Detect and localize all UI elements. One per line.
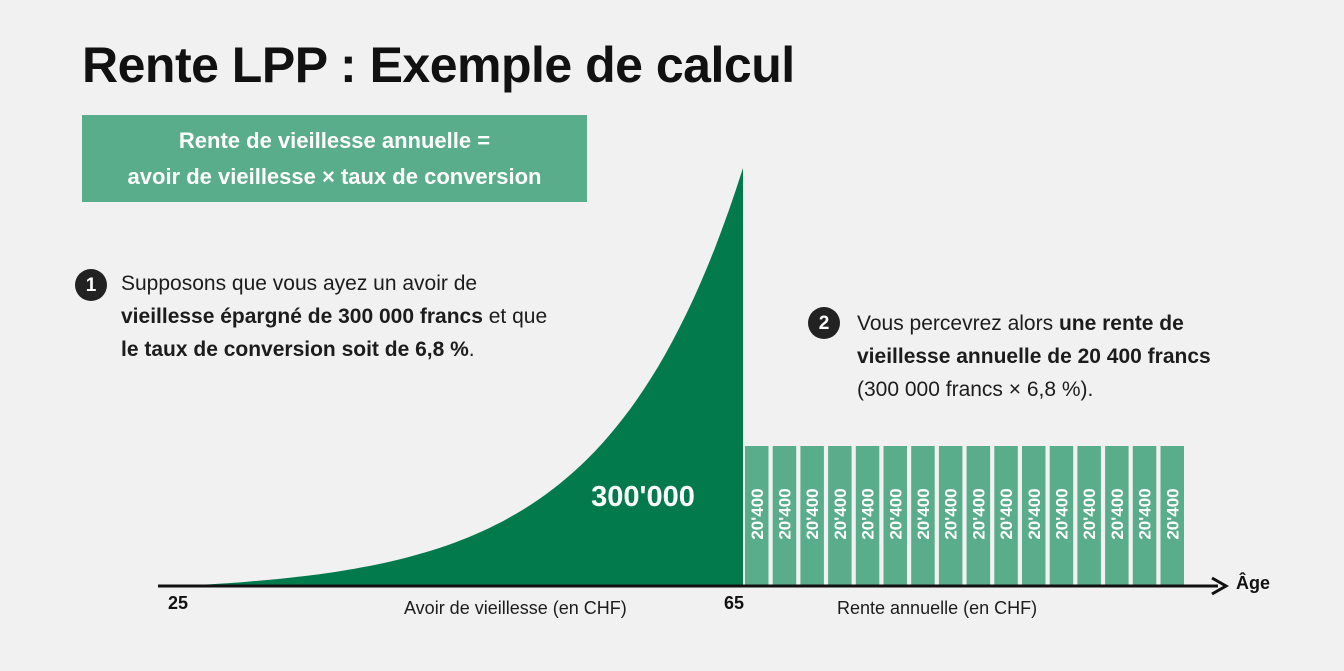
step-2-text-2: (300 000 francs × 6,8 %). [857, 378, 1094, 401]
rent-bar [855, 446, 880, 586]
savings-total-label: 300'000 [591, 481, 695, 513]
rent-bar [911, 446, 935, 586]
rent-bar-label: 20'400 [997, 488, 1016, 539]
rent-bar-label: 20'400 [776, 488, 795, 539]
rent-bar [1105, 446, 1129, 586]
page-title: Rente LPP : Exemple de calcul [82, 37, 795, 93]
rent-bar [745, 446, 769, 586]
rent-bar-label: 20'400 [831, 488, 850, 539]
step-1: 1 Supposons que vous ayez un avoir de vi… [75, 267, 611, 366]
step-2-text-1: Vous percevrez alors [857, 312, 1059, 335]
age-start-label: 25 [168, 593, 189, 613]
rent-bar-label: 20'400 [886, 488, 905, 539]
rent-bar [800, 446, 824, 586]
rent-bar-label: 20'400 [803, 488, 822, 539]
formula-box: Rente de vieillesse annuelle = avoir de … [82, 115, 587, 202]
rent-bar [966, 446, 991, 586]
step-1-text-2: et que [482, 305, 548, 328]
rent-bar-label: 20'400 [859, 488, 878, 539]
formula-line-2: avoir de vieillesse × taux de conversion [127, 163, 542, 189]
step-1-text-1: Supposons que vous ayez un avoir de [121, 272, 478, 295]
rent-bar [1022, 446, 1046, 586]
rent-bar-label: 20'400 [1080, 488, 1099, 539]
rent-bar [994, 446, 1018, 586]
rent-bar [883, 446, 907, 586]
savings-area [178, 168, 743, 586]
rent-bar-label: 20'400 [1136, 488, 1155, 539]
step-1-number-badge: 1 [75, 269, 107, 301]
rent-bar [1049, 446, 1074, 586]
rent-bar [1160, 446, 1184, 586]
rent-bar [772, 446, 797, 586]
rent-caption: Rente annuelle (en CHF) [837, 598, 1038, 618]
step-2: 2 Vous percevrez alors une rente de viei… [808, 307, 1257, 406]
arrow-head-icon [1211, 576, 1230, 596]
rent-bar-label: 20'400 [1163, 488, 1182, 539]
age-retirement-label: 65 [724, 593, 745, 613]
step-1-text-3: . [468, 338, 475, 361]
step-2-bold-1: une rente de vieillesse annuelle de 20 4… [857, 312, 1211, 368]
rent-bars: 20'400 20'400 20'400 20'400 20'400 20'400 20'4… [745, 446, 1184, 586]
rent-bar-label: 20'400 [1025, 488, 1044, 539]
rent-bar-label: 20'400 [942, 488, 961, 539]
step-1-bold-2: le taux de conversion soit de 6,8 % [121, 338, 469, 361]
step-2-number-badge: 2 [808, 307, 840, 339]
rent-bar [938, 446, 963, 586]
rent-bar [828, 446, 852, 586]
step-1-bold-1: vieillesse épargné de 300 000 francs [121, 305, 483, 328]
rent-bar [1132, 446, 1157, 586]
formula-line-1: Rente de vieillesse annuelle = [178, 127, 491, 153]
rent-bar-label: 20'400 [748, 488, 767, 539]
rent-bar-label: 20'400 [914, 488, 933, 539]
savings-caption: Avoir de vieillesse (en CHF) [404, 598, 627, 618]
rent-bar [1077, 446, 1101, 586]
rent-bar-label: 20'400 [969, 488, 988, 539]
age-axis-title: Âge [1236, 573, 1271, 593]
rent-bar-label: 20'400 [1108, 488, 1127, 539]
rent-bar-label: 20'400 [1053, 488, 1072, 539]
